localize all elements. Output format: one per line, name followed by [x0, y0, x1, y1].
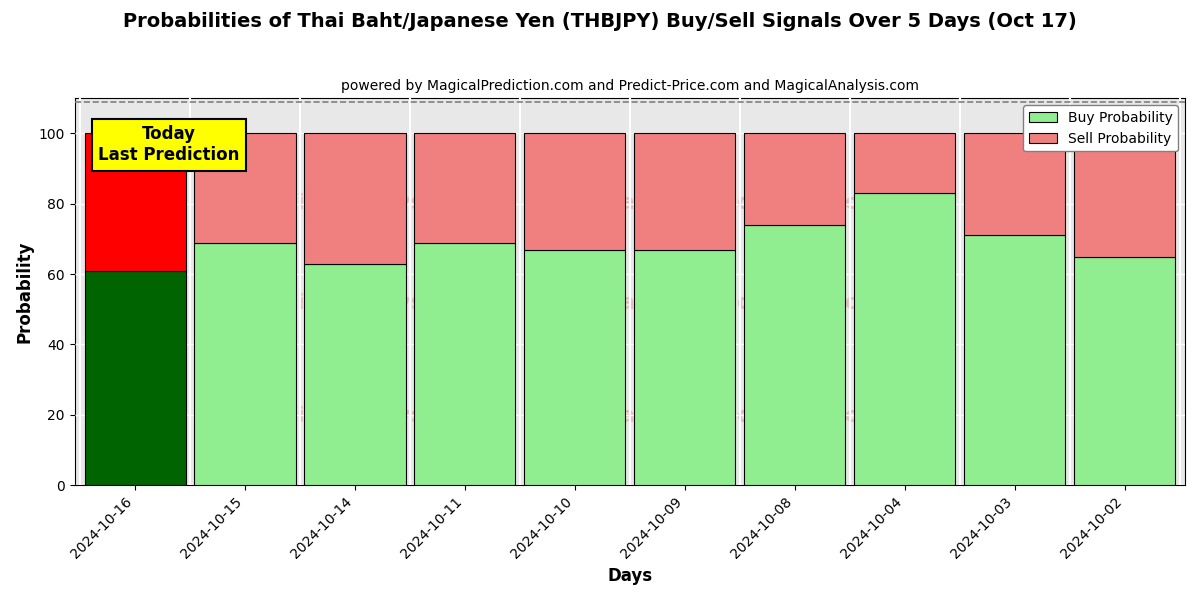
Bar — [524, 250, 625, 485]
Bar — [194, 242, 295, 485]
Bar — [854, 133, 955, 193]
Text: Today
Last Prediction: Today Last Prediction — [98, 125, 240, 164]
Text: MagicalPrediction.com: MagicalPrediction.com — [598, 293, 883, 313]
Bar — [1074, 133, 1175, 257]
Bar — [744, 133, 845, 225]
Text: MagicalAnalysis.com: MagicalAnalysis.com — [244, 193, 505, 213]
Bar — [194, 133, 295, 242]
Text: MagicalPrediction.com: MagicalPrediction.com — [598, 193, 883, 213]
Legend: Buy Probability, Sell Probability: Buy Probability, Sell Probability — [1024, 105, 1178, 151]
Bar — [84, 271, 186, 485]
Bar — [305, 133, 406, 263]
Title: powered by MagicalPrediction.com and Predict-Price.com and MagicalAnalysis.com: powered by MagicalPrediction.com and Pre… — [341, 79, 919, 93]
Text: MagicalPrediction.com: MagicalPrediction.com — [598, 406, 883, 425]
Bar — [524, 133, 625, 250]
Bar — [744, 225, 845, 485]
Bar — [84, 133, 186, 271]
Text: MagicalAnalysis.com: MagicalAnalysis.com — [244, 406, 505, 425]
Bar — [1074, 257, 1175, 485]
Bar — [854, 193, 955, 485]
Bar — [305, 263, 406, 485]
Bar — [635, 133, 736, 250]
Bar — [414, 133, 516, 242]
Bar — [414, 242, 516, 485]
Bar — [964, 235, 1066, 485]
Bar — [964, 133, 1066, 235]
Text: Probabilities of Thai Baht/Japanese Yen (THBJPY) Buy/Sell Signals Over 5 Days (O: Probabilities of Thai Baht/Japanese Yen … — [124, 12, 1076, 31]
Bar — [635, 250, 736, 485]
Y-axis label: Probability: Probability — [16, 241, 34, 343]
X-axis label: Days: Days — [607, 567, 653, 585]
Text: MagicalAnalysis.com: MagicalAnalysis.com — [244, 293, 505, 313]
